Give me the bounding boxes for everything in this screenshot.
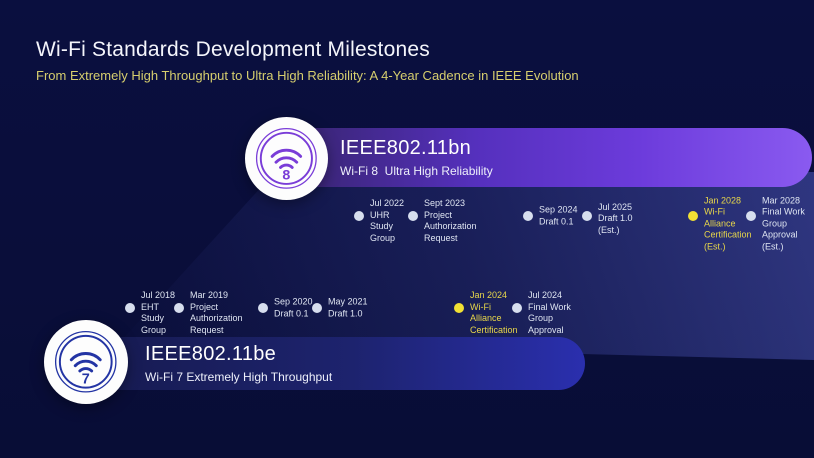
wifi8-banner: IEEE802.11bn Wi-Fi 8 Ultra High Reliabil…: [270, 128, 812, 187]
milestone-line: Study: [141, 313, 165, 323]
milestone-date: Mar 2019: [190, 290, 229, 300]
milestone-line: Certification: [470, 324, 518, 335]
wifi7-badge: 7: [44, 320, 128, 404]
milestone-line: Request: [190, 324, 224, 335]
svg-text:7: 7: [82, 372, 90, 388]
milestone-line: Project: [190, 301, 219, 312]
milestone-line: Approval: [762, 229, 798, 240]
milestone-dot: [174, 303, 184, 313]
milestone-date: Jul 2025: [598, 201, 633, 212]
wifi7-standard-name: IEEE802.11be: [145, 343, 277, 365]
milestone-label: Mar 2028 Final Work Group Approval (Est.): [762, 195, 805, 253]
milestone-line: Wi-Fi: [704, 206, 725, 217]
milestone-label: Jul 2024 Final Work Group Approval: [528, 290, 571, 336]
milestone-line: Request: [424, 232, 458, 243]
wifi8-icon: 8: [256, 128, 317, 189]
wifi8-standard-name: IEEE802.11bn: [340, 137, 472, 159]
milestone-label: Jan 2024 Wi-Fi Alliance Certification: [470, 290, 518, 336]
milestone-label: Jul 2018 EHT Study Group: [141, 290, 175, 336]
milestone-dot: [582, 211, 592, 221]
milestone-date: Jul 2022: [370, 198, 405, 208]
milestone-line: (Est.): [762, 240, 784, 251]
milestone-line: Authorization: [190, 313, 243, 323]
milestone-label: Sep 2020 Draft 0.1: [274, 297, 313, 320]
milestone-date: Sep 2020: [274, 296, 313, 307]
milestone-label: Mar 2019 Project Authorization Request: [190, 290, 243, 336]
milestone-date: Jul 2018: [141, 290, 176, 300]
wifi8-standard-label: Wi-Fi 8 Ultra High Reliability: [340, 164, 493, 178]
milestone-label: Jul 2025 Draft 1.0 (Est.): [598, 201, 633, 236]
milestone-date: Jan 2024: [470, 290, 508, 300]
milestone-label: Sep 2024 Draft 0.1: [539, 205, 578, 228]
milestone-dot: [354, 211, 364, 221]
milestone-line: Approval: [528, 324, 564, 335]
svg-text:8: 8: [283, 168, 291, 184]
wifi7-standard-label: Wi-Fi 7 Extremely High Throughput: [145, 370, 333, 384]
milestone-dot: [258, 303, 268, 313]
wifi8-badge: 8: [245, 117, 328, 200]
milestone-line: Alliance: [470, 313, 502, 323]
milestone-line: Group: [370, 232, 396, 243]
wifi7-icon: 7: [55, 331, 117, 393]
milestone-dot: [746, 211, 756, 221]
milestone-date: May 2021: [328, 296, 368, 307]
milestone-line: Final Work: [762, 206, 805, 217]
milestone-date: Jan 2028: [704, 194, 742, 205]
milestone-line: Group: [528, 313, 554, 323]
milestone-date: Jul 2024: [528, 290, 563, 300]
milestone-date: Sept 2023: [424, 198, 466, 208]
milestone-label: Jan 2028 Wi-Fi Alliance Certification (Est.): [704, 195, 752, 253]
milestone-date: Mar 2028: [762, 194, 801, 205]
milestone-dot: [408, 211, 418, 221]
milestone-line: Draft 0.1: [539, 216, 574, 226]
milestone-line: Project: [424, 209, 453, 220]
milestone-line: UHR: [370, 209, 390, 220]
milestone-dot: [512, 303, 522, 313]
milestone-line: EHT: [141, 301, 159, 312]
milestone-line: Certification: [704, 229, 752, 240]
milestone-line: Group: [762, 217, 788, 228]
milestone-dot: [523, 211, 533, 221]
milestone-line: (Est.): [598, 224, 620, 235]
milestone-line: Draft 1.0: [328, 308, 363, 318]
page-title: Wi-Fi Standards Development Milestones: [36, 38, 430, 61]
milestone-line: Draft 1.0: [598, 212, 633, 223]
milestone-line: Alliance: [704, 217, 736, 228]
page-subtitle: From Extremely High Throughput to Ultra …: [36, 68, 579, 83]
milestone-label: May 2021 Draft 1.0: [328, 297, 368, 320]
milestone-dot: [312, 303, 322, 313]
milestone-label: Sept 2023 Project Authorization Request: [424, 198, 477, 244]
milestone-line: Draft 0.1: [274, 308, 309, 318]
milestone-dot: [125, 303, 135, 313]
milestone-line: Authorization: [424, 221, 477, 231]
milestone-dot: [688, 211, 698, 221]
milestone-line: Final Work: [528, 301, 571, 312]
milestone-line: (Est.): [704, 240, 726, 251]
milestone-line: Group: [141, 324, 167, 335]
milestone-dot: [454, 303, 464, 313]
wifi7-banner: IEEE802.11be Wi-Fi 7 Extremely High Thro…: [70, 337, 585, 390]
milestone-line: Study: [370, 221, 394, 231]
milestone-date: Sep 2024: [539, 204, 578, 215]
milestone-line: Wi-Fi: [470, 301, 491, 312]
milestone-label: Jul 2022 UHR Study Group: [370, 198, 404, 244]
